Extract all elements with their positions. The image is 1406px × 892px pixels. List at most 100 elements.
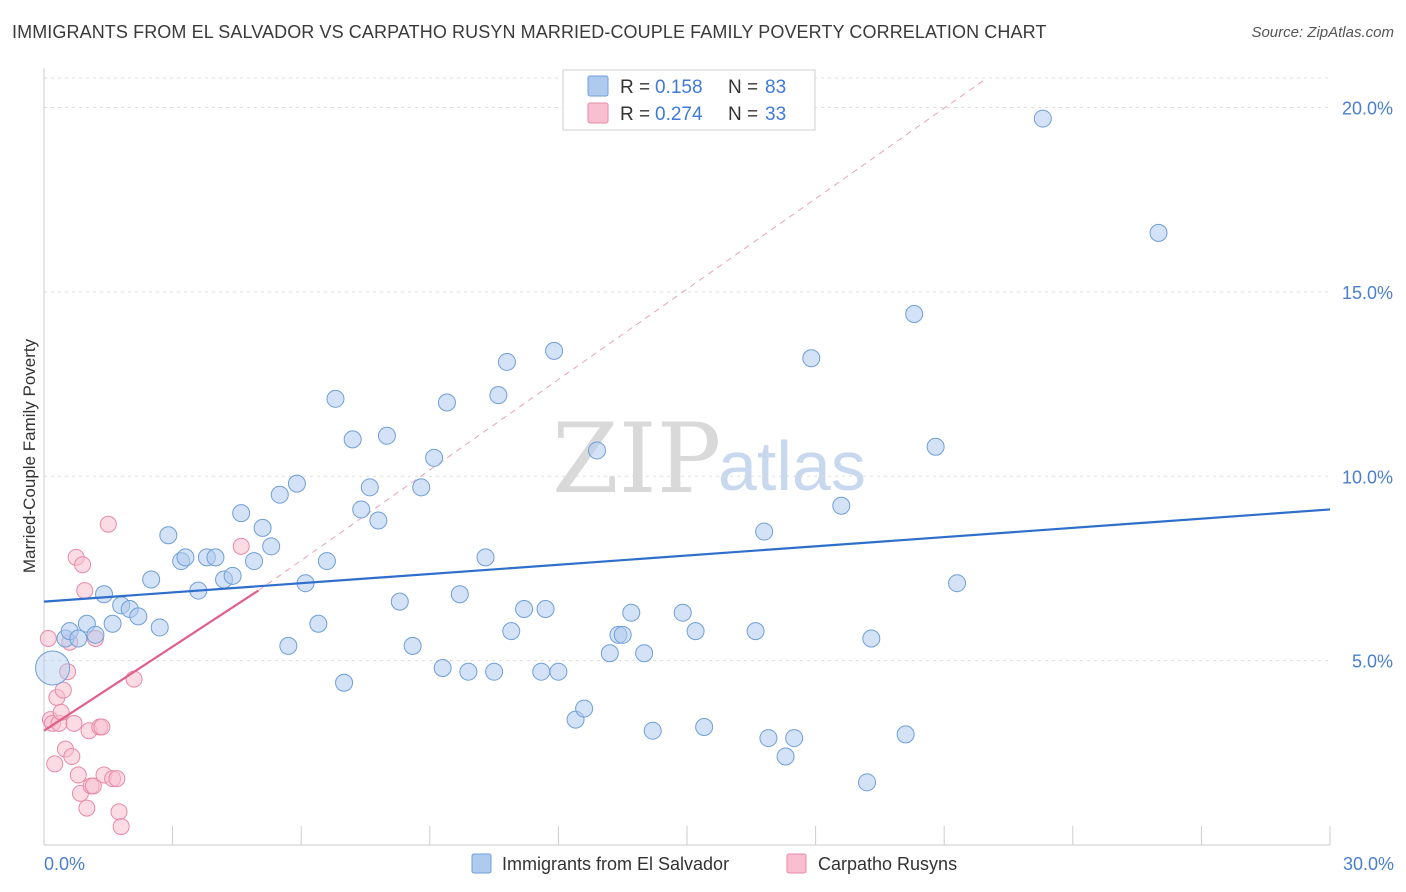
point-el-salvador-62 <box>622 603 641 622</box>
point-el-salvador-13 <box>159 526 178 545</box>
series-legend: Immigrants from El Salvador Carpatho Rus… <box>471 853 957 874</box>
point-carpatho-rusyns-6 <box>52 703 70 721</box>
point-el-salvador-40 <box>412 478 431 497</box>
x-tick-label-0: 0.0% <box>44 854 85 874</box>
point-el-salvador-81 <box>1033 109 1052 128</box>
watermark: ZIP atlas <box>552 403 866 515</box>
point-carpatho-rusyns-30 <box>112 818 130 836</box>
point-el-salvador-23 <box>253 518 272 537</box>
point-el-salvador-66 <box>686 622 705 641</box>
point-el-salvador-39 <box>403 636 422 655</box>
point-el-salvador-10 <box>129 607 148 626</box>
y-tick-label-20: 20.0% <box>1342 99 1393 119</box>
legend-n-label-2: N = <box>728 104 758 125</box>
point-el-salvador-52 <box>532 662 551 681</box>
point-carpatho-rusyns-21 <box>84 777 102 795</box>
legend-r-label-1: R = <box>620 77 650 98</box>
legend-n-value-2: 33 <box>765 104 786 125</box>
point-el-salvador-80 <box>948 574 967 593</box>
point-carpatho-rusyns-26 <box>99 515 117 533</box>
source-credit: Source: ZipAtlas.com <box>1251 24 1394 41</box>
point-el-salvador-71 <box>776 747 795 766</box>
bottom-legend-swatch-carpatho-rusyns <box>786 853 807 874</box>
point-carpatho-rusyns-18 <box>78 799 96 817</box>
point-el-salvador-20 <box>223 566 242 585</box>
point-el-salvador-72 <box>785 729 804 748</box>
point-el-salvador-47 <box>485 662 504 681</box>
x-tick-label-30: 30.0% <box>1343 854 1394 874</box>
point-carpatho-rusyns-7 <box>54 681 72 699</box>
point-el-salvador-0 <box>35 650 71 686</box>
point-el-salvador-69 <box>755 522 774 541</box>
gridlines <box>44 77 1330 662</box>
point-carpatho-rusyns-0 <box>39 630 57 647</box>
y-tick-label-10: 10.0% <box>1342 467 1393 487</box>
point-el-salvador-68 <box>746 622 765 641</box>
legend-swatch-el-salvador <box>587 75 609 97</box>
point-el-salvador-46 <box>476 548 495 567</box>
point-el-salvador-24 <box>262 537 281 556</box>
y-tick-label-5: 5.0% <box>1352 652 1393 672</box>
point-el-salvador-76 <box>862 629 881 648</box>
y-tick-label-15: 15.0% <box>1342 283 1393 303</box>
point-el-salvador-41 <box>425 448 444 467</box>
point-el-salvador-43 <box>437 393 456 412</box>
point-el-salvador-53 <box>536 600 555 618</box>
point-el-salvador-54 <box>545 341 564 360</box>
point-el-salvador-25 <box>270 485 289 504</box>
point-carpatho-rusyns-16 <box>74 556 92 574</box>
point-el-salvador-64 <box>643 721 662 740</box>
point-el-salvador-42 <box>433 659 452 677</box>
point-el-salvador-44 <box>450 585 469 604</box>
point-el-salvador-30 <box>317 552 336 571</box>
point-carpatho-rusyns-9 <box>59 663 77 681</box>
point-el-salvador-7 <box>103 614 122 633</box>
point-carpatho-rusyns-32 <box>232 537 250 555</box>
point-el-salvador-3 <box>69 629 88 648</box>
point-el-salvador-55 <box>549 662 568 681</box>
point-el-salvador-61 <box>613 625 632 644</box>
point-el-salvador-50 <box>502 622 521 641</box>
diagonal-reference-line <box>258 77 988 591</box>
point-el-salvador-11 <box>142 570 161 589</box>
trend-line-el-salvador <box>43 508 1331 603</box>
point-el-salvador-63 <box>635 644 654 663</box>
point-el-salvador-59 <box>600 644 619 663</box>
point-el-salvador-70 <box>759 729 778 748</box>
point-el-salvador-34 <box>352 500 371 519</box>
watermark-zip: ZIP <box>552 403 721 515</box>
point-carpatho-rusyns-24 <box>93 718 111 736</box>
legend-n-value-1: 83 <box>765 77 786 98</box>
legend-n-label-1: N = <box>728 77 758 98</box>
y-axis-label: Married-Couple Family Poverty <box>20 338 39 573</box>
point-carpatho-rusyns-28 <box>108 770 126 788</box>
y-tick-labels: 5.0% 10.0% 15.0% 20.0% <box>1342 99 1393 672</box>
point-carpatho-rusyns-29 <box>110 803 128 821</box>
point-el-salvador-75 <box>858 773 877 792</box>
point-el-salvador-77 <box>896 725 915 744</box>
point-el-salvador-82 <box>1149 223 1168 242</box>
bottom-legend-label-carpatho-rusyns: Carpatho Rusyns <box>818 854 957 874</box>
point-el-salvador-74 <box>832 496 851 515</box>
watermark-atlas: atlas <box>718 427 866 505</box>
bottom-legend-swatch-el-salvador <box>471 853 492 874</box>
point-el-salvador-21 <box>232 504 251 523</box>
point-el-salvador-15 <box>176 548 195 567</box>
point-el-salvador-51 <box>515 600 534 618</box>
point-carpatho-rusyns-31 <box>125 670 143 688</box>
legend-r-value-2: 0.274 <box>655 104 703 125</box>
point-carpatho-rusyns-11 <box>63 748 81 765</box>
point-el-salvador-29 <box>309 614 328 633</box>
point-el-salvador-49 <box>497 352 516 371</box>
point-el-salvador-35 <box>360 478 379 497</box>
point-el-salvador-37 <box>377 426 396 445</box>
point-el-salvador-48 <box>489 386 508 405</box>
chart-title: IMMIGRANTS FROM EL SALVADOR VS CARPATHO … <box>12 22 1047 42</box>
point-el-salvador-31 <box>326 389 345 408</box>
point-el-salvador-32 <box>335 673 354 692</box>
point-el-salvador-45 <box>459 662 478 681</box>
bottom-legend-label-el-salvador: Immigrants from El Salvador <box>502 854 729 874</box>
trend-line-carpatho-rusyns <box>43 589 259 732</box>
series-el-salvador-points <box>35 109 1168 792</box>
